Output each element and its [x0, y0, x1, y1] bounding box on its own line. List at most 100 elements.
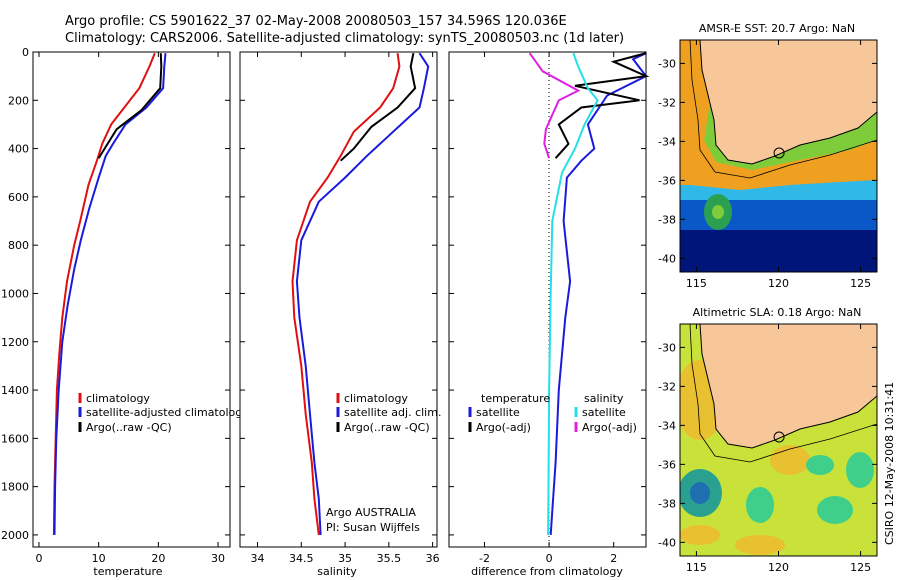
figure-title-line1: Argo profile: CS 5901622_37 02-May-2008 … — [65, 14, 567, 29]
xtick-label: -2 — [479, 552, 490, 565]
ytick-label: 200 — [8, 94, 29, 107]
legend-temperature-argo: Argo(-adj) — [476, 421, 531, 434]
map-sla: Altimetric SLA: 0.18 Argo: NaN 115 120 125… — [658, 306, 878, 574]
map-xtick-label: 125 — [850, 561, 871, 574]
series-line-p2-2 — [547, 52, 599, 535]
map-xtick-label: 120 — [768, 277, 789, 290]
sla-blob-6 — [817, 496, 853, 524]
series-line-p2-0 — [549, 52, 648, 535]
map-xtick-label: 120 — [768, 561, 789, 574]
xtick-label: 34.5 — [289, 552, 314, 565]
map-xtick-label: 115 — [686, 277, 707, 290]
legend-temperature-satellite: satellite — [476, 406, 520, 419]
legend-satellite-adjusted: satellite-adjusted climatology — [86, 406, 249, 419]
ytick-label: 1200 — [1, 336, 29, 349]
sst-eddy-core — [712, 205, 724, 219]
series-line-p0-0 — [52, 52, 156, 535]
xtick-label: 30 — [211, 552, 225, 565]
ytick-label: 1400 — [1, 384, 29, 397]
sla-blob-4 — [806, 455, 834, 475]
sst-land — [700, 40, 877, 164]
xtick-label: 36 — [426, 552, 440, 565]
map-ytick-label: -40 — [658, 536, 676, 549]
xtick-label: 0 — [546, 552, 553, 565]
map-ytick-label: -30 — [658, 341, 676, 354]
map-ytick-label: -36 — [658, 174, 676, 187]
series-line-p0-1 — [53, 53, 167, 535]
legend-climatology: climatology — [86, 392, 150, 405]
xlabel-temperature: temperature — [93, 565, 162, 578]
map-xtick-label: 115 — [686, 561, 707, 574]
panel-salinity-frame — [239, 51, 438, 548]
series-line-p1-1 — [295, 52, 430, 535]
map-ytick-label: -36 — [658, 458, 676, 471]
sla-argo-marker — [773, 431, 785, 443]
xlabel-difference: difference from climatology — [471, 565, 623, 578]
series-line-p1-2 — [340, 53, 417, 162]
sla-blob-5 — [746, 487, 774, 523]
legend-salinity-heading: salinity — [584, 392, 624, 405]
map-ytick-label: -30 — [658, 57, 676, 70]
map-ytick-label: -38 — [658, 213, 676, 226]
sla-blob-9 — [680, 525, 720, 545]
ytick-label: 1000 — [1, 287, 29, 300]
legend-temperature-heading: temperature — [481, 392, 550, 405]
map-ytick-label: -40 — [658, 252, 676, 265]
legend-argo: Argo(..raw -QC) — [344, 421, 430, 434]
legend-satellite-adj: satellite adj. clim. — [344, 406, 441, 419]
ytick-label: 400 — [8, 143, 29, 156]
ytick-label: 0 — [22, 46, 29, 59]
xtick-label: 2 — [610, 552, 617, 565]
ytick-label: 1800 — [1, 481, 29, 494]
map-ytick-label: -34 — [658, 135, 676, 148]
sst-argo-marker — [773, 147, 785, 159]
xlabel-salinity: salinity — [317, 565, 357, 578]
xtick-label: 20 — [151, 552, 165, 565]
sst-coastal-warm — [680, 40, 877, 190]
map-sst-title: AMSR-E SST: 20.7 Argo: NaN — [699, 22, 855, 35]
series-line-p2-3 — [528, 52, 581, 159]
ytick-label: 800 — [8, 239, 29, 252]
sla-land — [700, 324, 877, 448]
legend-salinity-satellite: satellite — [582, 406, 626, 419]
annotation-pi: PI: Susan Wijffels — [326, 521, 420, 534]
map-sst: AMSR-E SST: 20.7 Argo: NaN 115 120 125 -30 -… — [658, 22, 878, 290]
map-ytick-label: -34 — [658, 419, 676, 432]
footer-stamp: CSIRO 12-May-2008 10:31:41 — [883, 382, 896, 545]
xtick-label: 0 — [35, 552, 42, 565]
panel-temperature: 0 10 20 30 0 200 400 600 800 1000 1200 1400 1600 1800… — [1, 46, 249, 578]
map-ytick-label: -32 — [658, 96, 676, 109]
xtick-label: 35.5 — [377, 552, 402, 565]
panel-temperature-frame — [32, 51, 231, 548]
map-ytick-label: -32 — [658, 380, 676, 393]
map-ytick-label: -38 — [658, 497, 676, 510]
map-sla-title: Altimetric SLA: 0.18 Argo: NaN — [693, 306, 862, 319]
sla-blob-8 — [735, 535, 785, 555]
sla-coastline — [699, 324, 877, 449]
map-sst-field — [680, 40, 877, 272]
legend-argo: Argo(..raw -QC) — [86, 421, 172, 434]
sla-blob-3 — [770, 445, 810, 475]
sla-isobath — [689, 324, 877, 463]
map-xtick-label: 125 — [850, 277, 871, 290]
panel-difference-frame — [448, 51, 647, 548]
legend-salinity-argo: Argo(-adj) — [582, 421, 637, 434]
series-line-p2-1 — [554, 52, 650, 159]
annotation-argo-australia: Argo AUSTRALIA — [326, 506, 416, 519]
sst-isobath — [689, 40, 877, 179]
panel-difference: -2 0 2 temperaturesatelliteArgo(-adj)salin… — [448, 51, 650, 578]
ytick-label: 1600 — [1, 432, 29, 445]
sst-coastline — [699, 40, 877, 165]
xtick-label: 34 — [251, 552, 265, 565]
series-line-p1-0 — [291, 53, 401, 536]
map-sla-field — [680, 324, 877, 556]
xtick-label: 10 — [92, 552, 106, 565]
ytick-label: 2000 — [1, 529, 29, 542]
sla-blob-7 — [846, 452, 874, 488]
legend-climatology: climatology — [344, 392, 408, 405]
sla-blob-2-core — [690, 482, 710, 504]
xtick-label: 35 — [338, 552, 352, 565]
ytick-label: 600 — [8, 191, 29, 204]
